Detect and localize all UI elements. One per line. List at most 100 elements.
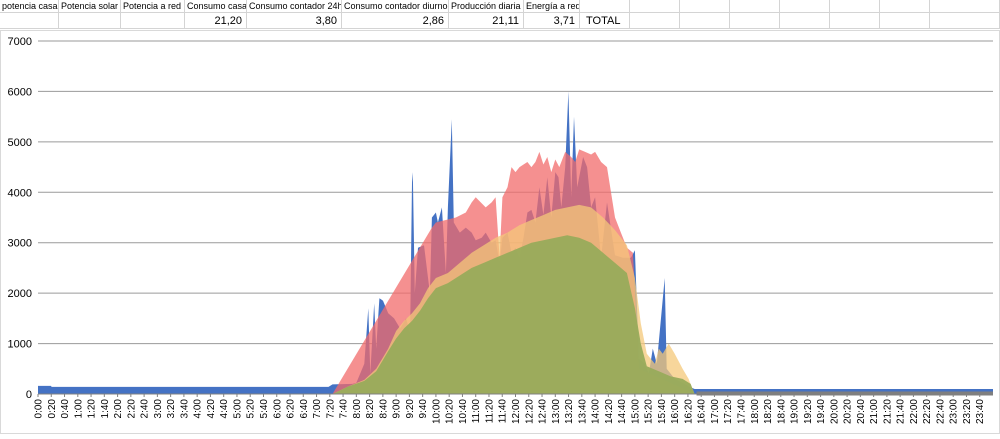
empty-cell[interactable]: [880, 0, 930, 13]
empty-cell[interactable]: [630, 13, 680, 29]
value-cell-potencia-solar[interactable]: [59, 13, 121, 29]
empty-cell[interactable]: [830, 13, 880, 29]
x-tick-label: 7:20: [325, 399, 336, 419]
empty-cell[interactable]: [930, 13, 1000, 29]
power-chart: 0 1000 2000 3000 4000 5000 6000 7000 0:00 0:20 0:4…: [0, 30, 1000, 434]
x-tick-label: 19:20: [803, 399, 814, 424]
x-tick-label: 10:40: [458, 399, 469, 424]
empty-cell[interactable]: [680, 13, 730, 29]
header-cell-consumo-contador-24h[interactable]: Consumo contador 24h: [247, 0, 342, 13]
x-tick-label: 2:20: [126, 399, 137, 419]
x-tick-label: 18:00: [750, 399, 761, 424]
x-tick-label: 7:00: [312, 399, 323, 419]
x-tick-label: 3:40: [179, 399, 190, 419]
empty-cell[interactable]: [680, 0, 730, 13]
x-tick-label: 20:00: [829, 399, 840, 424]
empty-cell[interactable]: [580, 0, 630, 13]
x-tick-label: 7:40: [339, 399, 350, 419]
x-tick-label: 23:00: [949, 399, 960, 424]
header-cell-consumo-contador-diurno[interactable]: Consumo contador diurno: [342, 0, 449, 13]
x-tick-label: 5:00: [233, 399, 244, 419]
header-cell-energia-a-red[interactable]: Energía a red: [524, 0, 580, 13]
y-tick-label: 2000: [8, 288, 32, 300]
x-tick-label: 9:00: [392, 399, 403, 419]
x-tick-label: 5:20: [246, 399, 257, 419]
x-tick-label: 6:00: [272, 399, 283, 419]
x-tick-label: 4:00: [193, 399, 204, 419]
empty-cell[interactable]: [930, 0, 1000, 13]
x-tick-label: 8:40: [378, 399, 389, 419]
x-tick-label: 13:40: [577, 399, 588, 424]
x-tick-label: 18:40: [776, 399, 787, 424]
total-label[interactable]: TOTAL: [580, 13, 630, 29]
x-tick-label: 17:40: [737, 399, 748, 424]
x-tick-label: 19:40: [816, 399, 827, 424]
x-tick-label: 6:40: [299, 399, 310, 419]
value-cell-consumo-casa[interactable]: 21,20: [185, 13, 247, 29]
x-tick-label: 11:00: [471, 399, 482, 424]
x-tick-label: 21:40: [896, 399, 907, 424]
x-tick-label: 12:40: [538, 399, 549, 424]
x-tick-label: 8:00: [352, 399, 363, 419]
x-tick-label: 21:00: [869, 399, 880, 424]
x-tick-label: 10:00: [431, 399, 442, 424]
x-tick-label: 17:20: [723, 399, 734, 424]
x-tick-label: 14:40: [617, 399, 628, 424]
x-tick-label: 11:40: [498, 399, 509, 424]
y-tick-label: 4000: [8, 187, 32, 199]
x-tick-label: 4:40: [219, 399, 230, 419]
x-tick-label: 3:20: [166, 399, 177, 419]
x-tick-label: 11:20: [485, 399, 496, 424]
x-tick-label: 15:40: [657, 399, 668, 424]
x-tick-label: 5:40: [259, 399, 270, 419]
x-tick-label: 16:00: [670, 399, 681, 424]
empty-cell[interactable]: [730, 13, 780, 29]
y-tick-label: 7000: [8, 36, 32, 48]
empty-cell[interactable]: [830, 0, 880, 13]
x-tick-label: 10:20: [445, 399, 456, 424]
value-cell-consumo-contador-24h[interactable]: 3,80: [247, 13, 342, 29]
x-tick-label: 8:20: [365, 399, 376, 419]
x-tick-label: 16:40: [697, 399, 708, 424]
series-area-3: [38, 235, 993, 394]
empty-cell[interactable]: [730, 0, 780, 13]
x-tick-label: 14:00: [591, 399, 602, 424]
empty-cell[interactable]: [880, 13, 930, 29]
x-tick-label: 22:20: [922, 399, 933, 424]
x-tick-label: 3:00: [153, 399, 164, 419]
x-tick-label: 4:20: [206, 399, 217, 419]
x-tick-label: 22:40: [935, 399, 946, 424]
x-tick-label: 17:00: [710, 399, 721, 424]
x-tick-label: 9:40: [418, 399, 429, 419]
header-cell-consumo-casa[interactable]: Consumo casa: [185, 0, 247, 13]
x-tick-label: 13:00: [551, 399, 562, 424]
sheet-header-row: potencia casa Potencia solar Potencia a …: [0, 0, 1000, 14]
empty-cell[interactable]: [630, 0, 680, 13]
x-tick-label: 0:00: [34, 399, 45, 419]
x-tick-label: 1:40: [100, 399, 111, 419]
x-tick-label: 21:20: [882, 399, 893, 424]
header-cell-potencia-solar[interactable]: Potencia solar: [59, 0, 121, 13]
value-cell-produccion-diaria[interactable]: 21,11: [449, 13, 524, 29]
x-tick-label: 2:00: [113, 399, 124, 419]
x-tick-label: 1:00: [73, 399, 84, 419]
x-tick-label: 15:00: [630, 399, 641, 424]
x-tick-label: 2:40: [140, 399, 151, 419]
header-cell-produccion-diaria[interactable]: Producción diaria: [449, 0, 524, 13]
header-cell-potencia-casa[interactable]: potencia casa: [0, 0, 59, 13]
value-cell-potencia-a-red[interactable]: [121, 13, 185, 29]
x-tick-label: 23:40: [975, 399, 986, 424]
x-tick-label: 15:20: [644, 399, 655, 424]
value-cell-consumo-contador-diurno[interactable]: 2,86: [342, 13, 449, 29]
y-tick-label: 3000: [8, 238, 32, 250]
x-tick-label: 6:20: [286, 399, 297, 419]
value-cell-energia-a-red[interactable]: 3,71: [524, 13, 580, 29]
x-tick-label: 12:00: [511, 399, 522, 424]
x-tick-label: 16:20: [683, 399, 694, 424]
x-tick-label: 12:20: [524, 399, 535, 424]
header-cell-potencia-a-red[interactable]: Potencia a red: [121, 0, 185, 13]
value-cell-potencia-casa[interactable]: [0, 13, 59, 29]
chart-area[interactable]: 0 1000 2000 3000 4000 5000 6000 7000 0:00 0:20 0:4…: [0, 30, 1000, 434]
empty-cell[interactable]: [780, 0, 830, 13]
empty-cell[interactable]: [780, 13, 830, 29]
